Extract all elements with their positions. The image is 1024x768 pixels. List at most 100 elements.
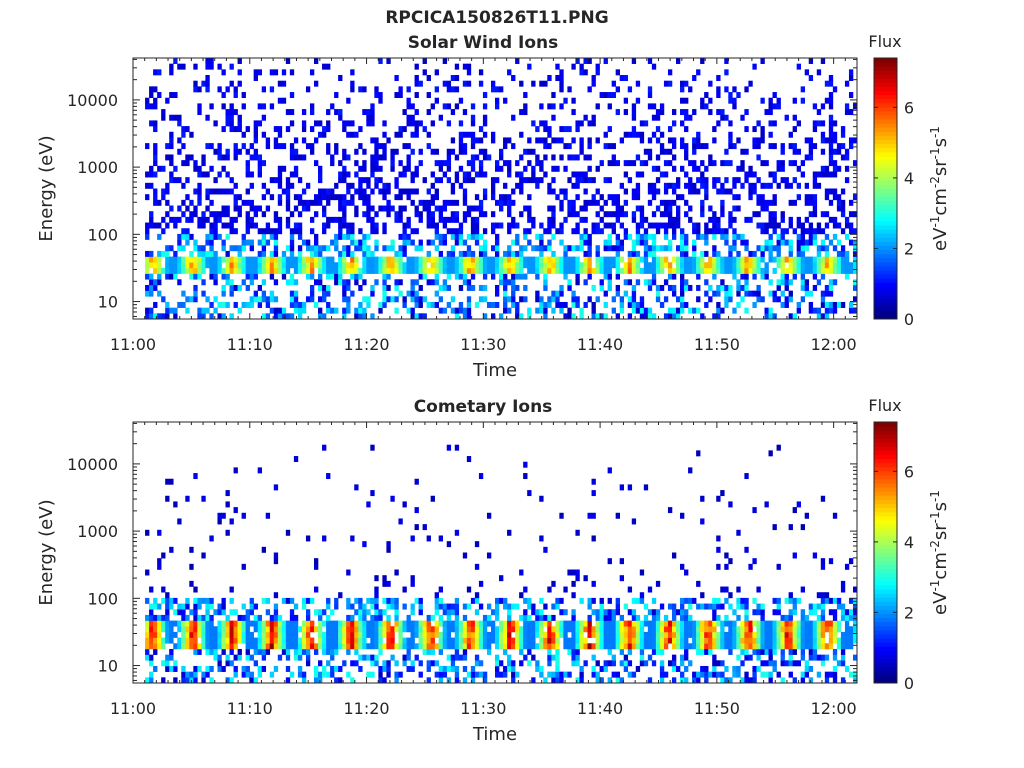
heatmap-cell	[800, 643, 806, 650]
heatmap-cell	[816, 262, 822, 269]
heatmap-cell	[499, 148, 504, 155]
heatmap-cell	[157, 637, 162, 644]
heatmap-cell	[434, 233, 439, 240]
heatmap-cell	[768, 671, 773, 678]
heatmap-cell	[301, 631, 307, 638]
heatmap-cell	[157, 256, 162, 263]
heatmap-cell	[293, 290, 299, 297]
heatmap-cell	[852, 250, 858, 257]
heatmap-cell	[197, 194, 202, 201]
heatmap-cell	[852, 228, 858, 235]
heatmap-cell	[760, 182, 765, 189]
heatmap-cell	[213, 307, 218, 314]
heatmap-cell	[358, 313, 363, 320]
heatmap-cell	[145, 143, 150, 150]
heatmap-cell	[555, 75, 560, 81]
heatmap-cell	[229, 63, 234, 70]
heatmap-cell	[209, 273, 214, 280]
heatmap-cell	[265, 188, 271, 195]
heatmap-cell	[676, 609, 681, 616]
heatmap-cell	[305, 256, 311, 263]
heatmap-cell	[366, 654, 371, 661]
heatmap-cell	[583, 637, 588, 644]
heatmap-cell	[482, 631, 488, 638]
heatmap-cell	[828, 97, 834, 104]
heatmap-cell	[490, 194, 496, 201]
heatmap-cell	[330, 631, 335, 638]
heatmap-cell	[543, 307, 548, 314]
heatmap-cell	[700, 631, 705, 638]
heatmap-cell	[579, 63, 584, 70]
heatmap-cell	[330, 273, 335, 280]
heatmap-cell	[720, 233, 725, 240]
heatmap-cell	[225, 171, 230, 178]
heatmap-cell	[547, 188, 552, 195]
heatmap-cell	[446, 262, 452, 269]
heatmap-cell	[688, 614, 693, 621]
heatmap-cell	[499, 671, 504, 678]
heatmap-cell	[378, 648, 383, 655]
heatmap-cell	[309, 109, 315, 116]
heatmap-cell	[651, 194, 657, 201]
heatmap-cell	[165, 256, 170, 263]
heatmap-cell	[442, 205, 448, 212]
heatmap-cell	[511, 75, 516, 81]
heatmap-cell	[285, 177, 291, 184]
heatmap-cell	[740, 626, 745, 633]
heatmap-cell	[768, 199, 773, 206]
heatmap-cell	[434, 148, 439, 155]
heatmap-cell	[394, 194, 399, 201]
heatmap-cell	[277, 143, 283, 150]
heatmap-cell	[820, 262, 826, 269]
heatmap-cell	[659, 631, 665, 638]
heatmap-cell	[832, 267, 838, 274]
heatmap-cell	[663, 256, 669, 263]
colorbar-swatch	[874, 237, 897, 242]
heatmap-cell	[161, 109, 166, 116]
heatmap-cell	[394, 177, 399, 184]
heatmap-cell	[462, 171, 468, 178]
heatmap-cell	[615, 626, 620, 633]
heatmap-cell	[844, 216, 850, 223]
heatmap-cell	[281, 143, 287, 150]
heatmap-cell	[466, 631, 472, 638]
heatmap-cell	[410, 228, 415, 235]
heatmap-cell	[358, 194, 363, 201]
colorbar-swatch	[874, 298, 897, 304]
heatmap-cell	[245, 199, 250, 206]
heatmap-cell	[462, 63, 468, 70]
heatmap-cell	[334, 239, 339, 246]
heatmap-cell	[382, 580, 387, 587]
heatmap-cell	[305, 205, 311, 212]
heatmap-cell	[422, 126, 427, 133]
heatmap-cell	[776, 103, 781, 110]
heatmap-cell	[663, 245, 669, 252]
heatmap-cell	[153, 262, 158, 269]
heatmap-cell	[342, 637, 347, 644]
heatmap-cell	[249, 643, 254, 650]
heatmap-cell	[382, 143, 387, 150]
heatmap-cell	[478, 211, 484, 218]
heatmap-cell	[213, 148, 218, 155]
heatmap-cell	[314, 120, 319, 127]
heatmap-cell	[655, 126, 661, 133]
heatmap-cell	[615, 643, 620, 650]
heatmap-cell	[764, 160, 769, 167]
heatmap-cell	[322, 637, 327, 644]
heatmap-cell	[708, 97, 713, 104]
heatmap-cell	[426, 267, 431, 274]
heatmap-cell	[241, 631, 246, 638]
heatmap-cell	[233, 267, 238, 274]
heatmap-cell	[418, 603, 423, 610]
heatmap-cell	[655, 620, 661, 627]
heatmap-cell	[515, 307, 520, 314]
heatmap-cell	[591, 535, 596, 542]
heatmap-cell	[507, 614, 512, 621]
heatmap-cell	[607, 637, 612, 644]
heatmap-cell	[326, 194, 331, 201]
heatmap-cell	[354, 148, 359, 155]
heatmap-cell	[603, 609, 608, 616]
heatmap-cell	[362, 148, 367, 155]
colorbar-swatch	[874, 274, 897, 279]
heatmap-cell	[776, 256, 781, 263]
